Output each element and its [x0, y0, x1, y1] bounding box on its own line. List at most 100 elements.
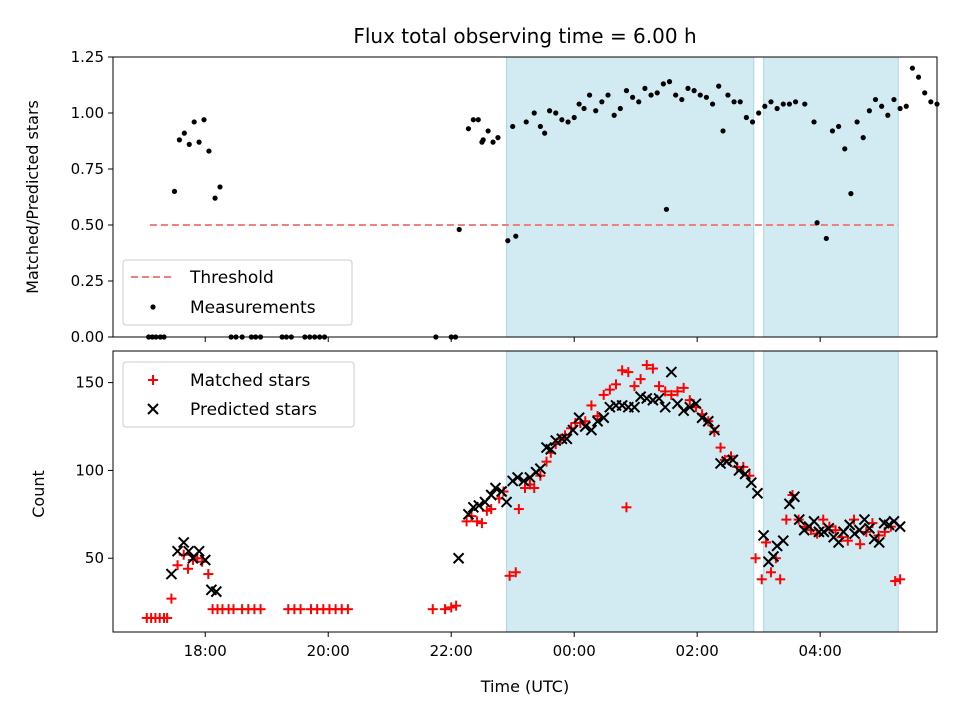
cross-stroke: [793, 513, 805, 526]
matched-star-point: [440, 604, 451, 615]
cross-stroke: [894, 520, 906, 533]
predicted-star-point: [873, 536, 885, 549]
cross-stroke: [677, 405, 690, 417]
matched-star-point: [446, 602, 457, 613]
cross-stroke: [171, 545, 184, 557]
cross-stroke: [863, 522, 876, 535]
measurement-point: [546, 108, 553, 114]
predicted-star-point: [573, 412, 585, 424]
measurement-point: [885, 112, 891, 118]
matched-star-point: [709, 426, 720, 437]
y-tick-label: 1.25: [71, 48, 104, 66]
measurement-point: [872, 96, 879, 103]
predicted-star-point: [858, 513, 871, 526]
matched-star-point: [472, 516, 483, 527]
matched-star-point: [510, 567, 521, 578]
predicted-star-point: [495, 485, 508, 498]
predicted-star-point: [165, 568, 178, 580]
matched-star-point: [476, 518, 487, 529]
predicted-star-point: [628, 401, 641, 413]
y-tick-label: 0.75: [71, 160, 104, 178]
measurement-point: [660, 81, 666, 87]
predicted-star-point: [579, 420, 591, 433]
measurement-point: [928, 99, 934, 105]
cross-stroke: [788, 491, 801, 503]
cross-stroke: [561, 433, 573, 445]
y-tick-label: 100: [75, 461, 104, 479]
predicted-star-point: [500, 496, 513, 508]
measurement-point: [623, 88, 630, 94]
matched-star-point: [586, 400, 597, 411]
predicted-star-point: [684, 401, 696, 413]
cross-stroke: [556, 433, 568, 445]
cross-stroke: [739, 468, 751, 480]
matched-star-point: [172, 560, 183, 571]
matched-star-point: [451, 600, 462, 611]
measurement-point: [648, 92, 654, 98]
measurement-point: [559, 117, 565, 123]
predicted-star-point: [788, 491, 801, 503]
predicted-star-point: [757, 529, 770, 542]
top-panel: 0.00 0.25 0.50 0.75 1.00 1.25 Threshold Measure…: [71, 48, 940, 346]
cross-stroke: [659, 401, 671, 413]
measurement-point: [673, 92, 679, 98]
matched-star-point: [641, 360, 652, 371]
measurement-point: [593, 108, 599, 114]
matched-star-point: [654, 381, 665, 392]
top-y-axis-label: Matched/Predicted stars: [23, 100, 42, 294]
measurement-point: [897, 105, 903, 112]
x-tick-label: 00:00: [553, 642, 596, 660]
x-tick-label: 22:00: [430, 642, 473, 660]
cross-stroke: [653, 392, 665, 405]
predicted-star-point: [653, 392, 665, 405]
measurement-point: [537, 123, 543, 130]
matched-star-point: [805, 525, 816, 536]
cross-stroke: [843, 519, 856, 531]
predicted-star-point: [511, 471, 524, 484]
predicted-star-point: [659, 401, 671, 413]
measurement-point: [685, 85, 691, 91]
measurement-point: [465, 126, 472, 132]
matched-star-point: [672, 386, 683, 397]
measurement-point: [191, 119, 197, 125]
predicted-star-point: [677, 405, 690, 417]
matched-star-point: [604, 384, 615, 395]
cross-stroke: [767, 550, 780, 563]
cross-stroke: [165, 568, 178, 580]
cross-stroke: [832, 536, 845, 549]
matched-star-point: [617, 365, 628, 376]
matched-star-point: [504, 570, 515, 581]
measurement-point: [611, 112, 617, 118]
predicted-star-point: [199, 554, 211, 566]
predicted-star-point: [485, 489, 497, 501]
cross-stroke: [813, 526, 825, 538]
cross-stroke: [534, 462, 547, 475]
predicted-star-point: [863, 522, 876, 535]
predicted-star-point: [894, 520, 906, 533]
measurement-point: [891, 96, 897, 103]
y-tick-label: 0.25: [71, 272, 104, 290]
matched-star-point: [427, 604, 438, 615]
measurement-point: [774, 105, 780, 112]
measurement-point: [571, 114, 577, 121]
measurement-point: [630, 94, 636, 100]
measurement-point: [617, 105, 623, 112]
measurement-point: [581, 105, 587, 112]
legend-measurements-label: Measurements: [190, 298, 316, 318]
matched-star-point: [162, 612, 173, 623]
cross-stroke: [579, 420, 591, 433]
measurement-point: [792, 99, 799, 105]
matched-star-point: [775, 574, 786, 585]
measurement-point: [731, 99, 737, 105]
predicted-star-point: [690, 397, 702, 410]
measurement-point: [636, 99, 642, 105]
measurement-point: [860, 135, 866, 141]
x-tick-label: 18:00: [184, 642, 227, 660]
cross-stroke: [823, 522, 835, 535]
cross-stroke: [473, 499, 485, 512]
y-tick-label: 0.00: [71, 328, 104, 346]
measurement-point: [716, 83, 722, 89]
cross-stroke: [727, 454, 739, 466]
axes-frame: [112, 56, 938, 338]
matched-star-point: [461, 516, 472, 527]
